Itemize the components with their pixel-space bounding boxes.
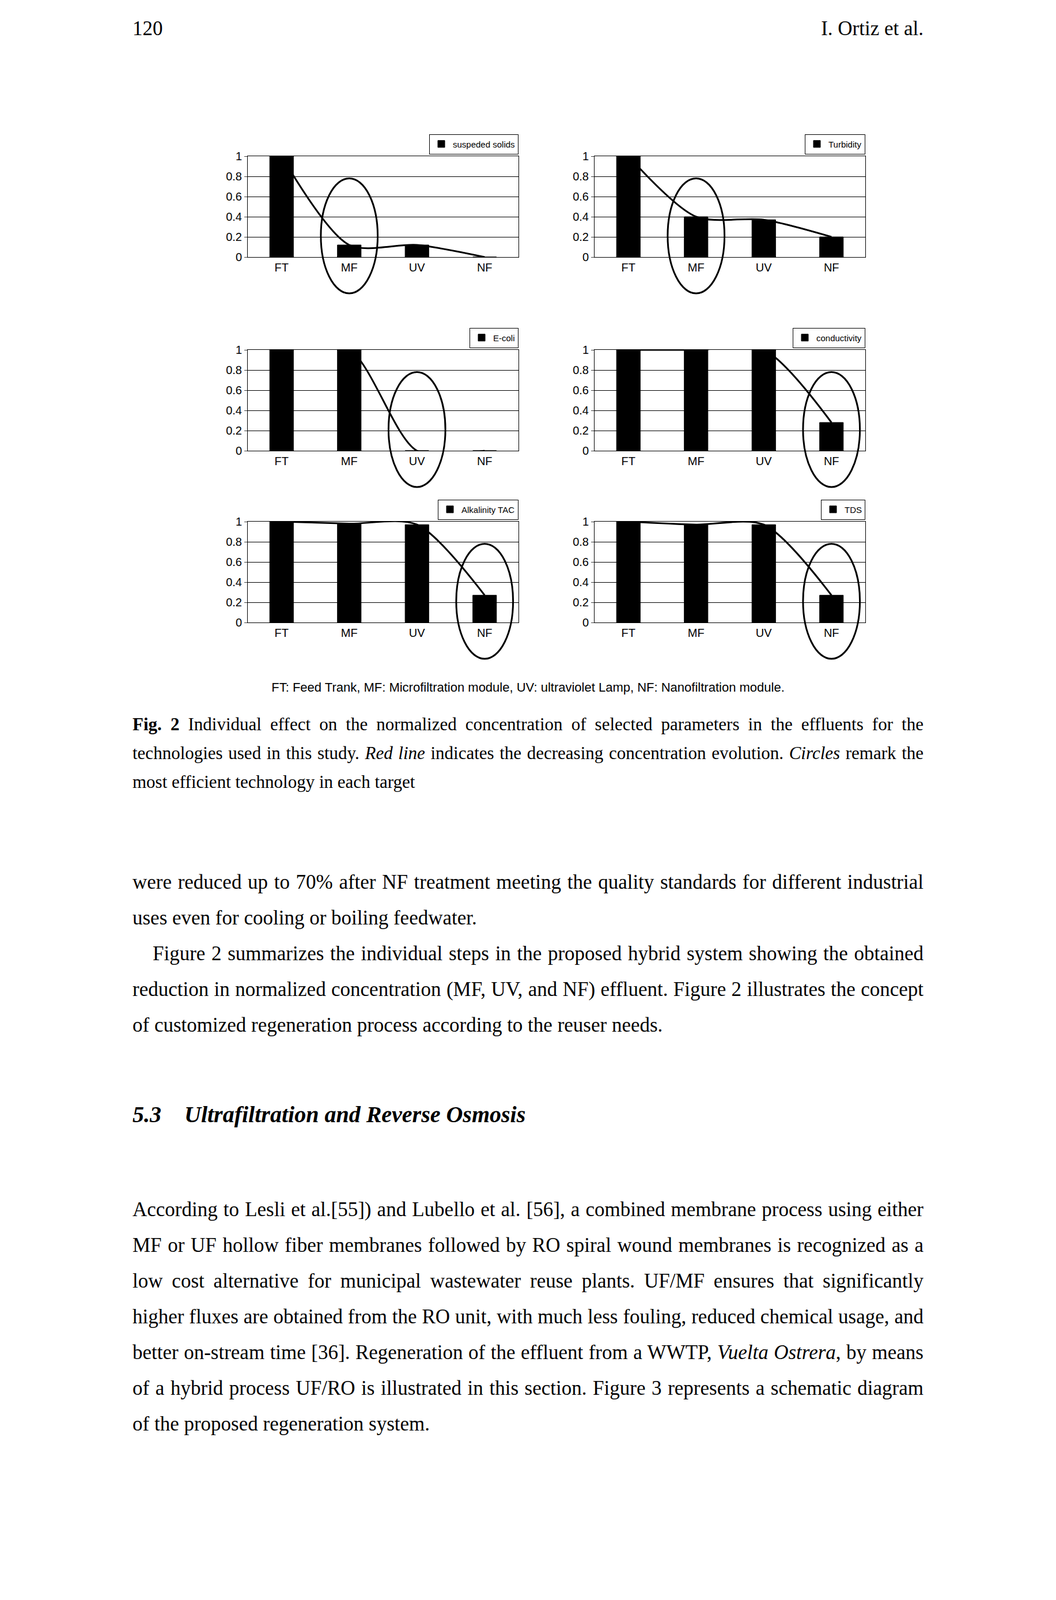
- svg-text:1: 1: [235, 343, 242, 357]
- svg-text:TDS: TDS: [844, 504, 862, 515]
- svg-text:0.4: 0.4: [225, 403, 242, 417]
- svg-text:0.4: 0.4: [225, 210, 242, 223]
- svg-text:MF: MF: [687, 626, 705, 639]
- svg-text:UV: UV: [409, 260, 426, 274]
- svg-text:0.4: 0.4: [572, 575, 589, 589]
- svg-text:0: 0: [235, 250, 242, 264]
- svg-text:0.6: 0.6: [225, 383, 242, 397]
- svg-text:Turbidity: Turbidity: [828, 139, 862, 150]
- svg-text:0.2: 0.2: [572, 424, 589, 437]
- svg-text:0.8: 0.8: [225, 363, 242, 377]
- svg-text:UV: UV: [755, 626, 772, 639]
- svg-text:0: 0: [235, 615, 242, 629]
- svg-text:0.6: 0.6: [225, 190, 242, 203]
- svg-text:1: 1: [235, 149, 242, 163]
- html-text:120: 120: [132, 17, 163, 40]
- svg-text:NF: NF: [823, 626, 840, 639]
- svg-text:FT: FT: [621, 260, 636, 274]
- svg-text:MF: MF: [687, 260, 705, 274]
- svg-text:MF: MF: [341, 260, 358, 274]
- svg-text:MF: MF: [687, 454, 705, 468]
- svg-text:0: 0: [582, 444, 589, 457]
- svg-text:1: 1: [235, 515, 242, 528]
- svg-text:0.8: 0.8: [572, 169, 589, 183]
- svg-text:NF: NF: [823, 454, 840, 468]
- svg-text:0.4: 0.4: [572, 403, 589, 417]
- svg-text:0.4: 0.4: [572, 210, 589, 223]
- html-text:Figure 2 summarizes the indivi: Figure 2 summarizes the individual steps…: [132, 941, 924, 1036]
- svg-text:FT: FT: [274, 454, 289, 468]
- svg-text:UV: UV: [755, 260, 772, 274]
- svg-text:MF: MF: [341, 626, 358, 639]
- svg-text:0.2: 0.2: [225, 230, 242, 244]
- svg-text:0: 0: [235, 444, 242, 457]
- svg-text:0.8: 0.8: [572, 535, 589, 548]
- svg-text:suspeded solids: suspeded solids: [452, 139, 516, 150]
- svg-text:0.2: 0.2: [225, 595, 242, 609]
- svg-text:E-coli: E-coli: [493, 332, 516, 343]
- svg-text:FT: FT: [274, 626, 289, 639]
- svg-text:0: 0: [582, 615, 589, 629]
- html-text:Ultrafiltration and Reverse Os: Ultrafiltration and Reverse Osmosis: [184, 1100, 526, 1127]
- svg-text:Alkalinity TAC: Alkalinity TAC: [461, 504, 515, 515]
- svg-text:0: 0: [582, 250, 589, 264]
- html-text:According to Lesli et al.[55]): According to Lesli et al.[55]) and Lubel…: [132, 1197, 924, 1435]
- svg-text:1: 1: [582, 515, 589, 528]
- html-text:5.3: 5.3: [132, 1100, 162, 1127]
- svg-text:NF: NF: [823, 260, 840, 274]
- html-text:Fig. 2 Individual effect on th: Fig. 2 Individual effect on the normaliz…: [132, 713, 924, 792]
- svg-text:0.2: 0.2: [572, 230, 589, 244]
- svg-text:0.6: 0.6: [572, 190, 589, 203]
- svg-text:0.8: 0.8: [572, 363, 589, 377]
- svg-text:NF: NF: [477, 260, 493, 274]
- svg-text:conductivity: conductivity: [816, 332, 862, 343]
- svg-text:0.8: 0.8: [225, 535, 242, 548]
- svg-text:FT: FT: [621, 626, 636, 639]
- svg-text:NF: NF: [477, 626, 493, 639]
- html-text:were reduced up to 70% after N: were reduced up to 70% after NF treatmen…: [132, 870, 924, 929]
- svg-text:0.2: 0.2: [572, 595, 589, 609]
- svg-text:FT: FT: [621, 454, 636, 468]
- svg-text:0.2: 0.2: [225, 424, 242, 437]
- svg-text:0.6: 0.6: [225, 555, 242, 569]
- svg-text:UV: UV: [409, 454, 426, 468]
- svg-text:NF: NF: [477, 454, 493, 468]
- svg-text:0.6: 0.6: [572, 555, 589, 569]
- svg-text:MF: MF: [341, 454, 358, 468]
- svg-text:0.8: 0.8: [225, 169, 242, 183]
- svg-text:FT: FT: [274, 260, 289, 274]
- html-text:I. Ortiz et al.: I. Ortiz et al.: [821, 17, 924, 40]
- html-text:FT: Feed Trank, MF: Microfiltr: FT: Feed Trank, MF: Microfiltration modu…: [271, 679, 785, 695]
- svg-text:0.6: 0.6: [572, 383, 589, 397]
- svg-text:0.4: 0.4: [225, 575, 242, 589]
- svg-text:UV: UV: [409, 626, 426, 639]
- svg-text:UV: UV: [755, 454, 772, 468]
- svg-text:1: 1: [582, 149, 589, 163]
- svg-text:1: 1: [582, 343, 589, 357]
